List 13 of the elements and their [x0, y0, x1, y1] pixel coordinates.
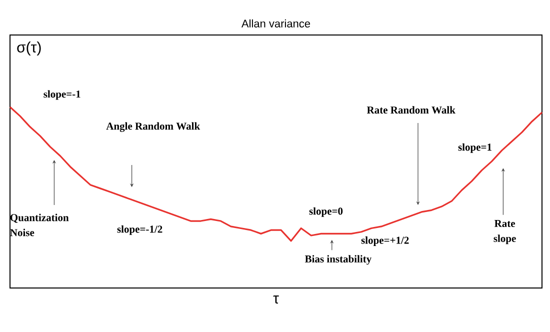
annotation: Rate slope: [494, 220, 516, 244]
annotation: slope=+1/2: [361, 236, 409, 246]
y-axis-title: σ(τ): [17, 42, 41, 56]
annotation: slope=1: [458, 143, 492, 153]
annotation: slope=0: [309, 207, 343, 217]
annotation: Rate Random Walk: [366, 106, 456, 114]
annotation: Bias instability: [304, 255, 372, 265]
annotation: slope=-1/2: [117, 225, 162, 235]
text: slope=-1: [44, 90, 80, 100]
x-axis-title: τ: [273, 296, 279, 304]
annotation: Quantization Noise: [10, 214, 69, 236]
chart-title: Allan variance: [241, 19, 310, 28]
annotation: Angle Random Walk: [106, 122, 200, 132]
